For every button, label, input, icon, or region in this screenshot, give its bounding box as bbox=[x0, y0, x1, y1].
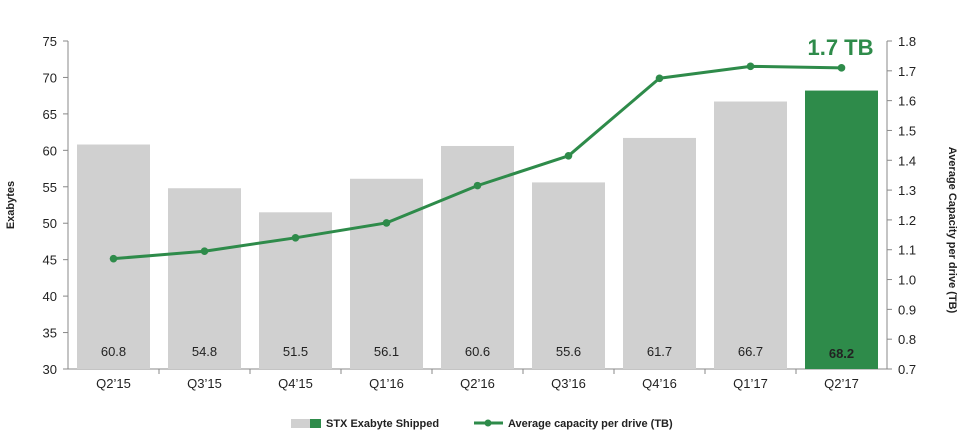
right-tick-label: 1.7 bbox=[898, 64, 916, 79]
right-axis-title: Average Capacity per drive (TB) bbox=[946, 147, 958, 314]
capacity-point bbox=[655, 74, 664, 83]
right-tick-label: 1.4 bbox=[898, 153, 916, 168]
capacity-point bbox=[200, 247, 209, 256]
left-tick-label: 55 bbox=[43, 180, 57, 195]
capacity-point bbox=[109, 254, 118, 263]
bar-highlight bbox=[805, 90, 878, 369]
right-tick-label: 1.1 bbox=[898, 243, 916, 258]
left-tick-label: 70 bbox=[43, 70, 57, 85]
right-tick-label: 0.8 bbox=[898, 332, 916, 347]
bar-data-label: 68.2 bbox=[829, 346, 854, 361]
right-tick-label: 0.9 bbox=[898, 302, 916, 317]
bar bbox=[441, 145, 514, 369]
x-tick-label: Q4’16 bbox=[642, 376, 677, 391]
capacity-point bbox=[746, 62, 755, 71]
legend: STX Exabyte Shipped Average capacity per… bbox=[291, 418, 673, 430]
right-tick-label: 1.3 bbox=[898, 183, 916, 198]
x-tick-label: Q4’15 bbox=[278, 376, 313, 391]
legend-swatch-exabytes bbox=[291, 419, 310, 428]
left-tick-label: 40 bbox=[43, 289, 57, 304]
right-tick-label: 1.2 bbox=[898, 213, 916, 228]
capacity-point bbox=[382, 219, 391, 227]
capacity-point bbox=[291, 234, 300, 242]
bar bbox=[350, 178, 423, 369]
bar-data-label: 55.6 bbox=[556, 344, 581, 359]
axes: 30 35 40 45 50 55 60 65 70 75 0.7 0.8 0.9 1.0 1.1 1.2 1.… bbox=[43, 34, 917, 391]
left-tick-label: 30 bbox=[43, 362, 57, 377]
right-tick-label: 1.0 bbox=[898, 273, 916, 288]
bar-data-label: 51.5 bbox=[283, 344, 308, 359]
left-tick-label: 75 bbox=[43, 34, 57, 49]
bar bbox=[168, 188, 241, 369]
x-tick-label: Q2’17 bbox=[824, 376, 859, 391]
legend-swatch-exabytes-highlight bbox=[310, 419, 321, 428]
right-tick-label: 1.6 bbox=[898, 94, 916, 109]
bar-data-label: 56.1 bbox=[374, 344, 399, 359]
line-series bbox=[109, 62, 846, 263]
right-tick-label: 1.8 bbox=[898, 34, 916, 49]
bar-data-label: 66.7 bbox=[738, 344, 763, 359]
capacity-annotation: 1.7 TB bbox=[807, 35, 873, 60]
x-tick-label: Q2’16 bbox=[460, 376, 495, 391]
bar bbox=[714, 101, 787, 370]
capacity-point bbox=[564, 152, 573, 160]
x-tick-label: Q1’16 bbox=[369, 376, 404, 391]
legend-marker-capacity bbox=[484, 419, 492, 427]
right-tick-label: 1.5 bbox=[898, 123, 916, 138]
bar-data-label: 61.7 bbox=[647, 344, 672, 359]
left-tick-label: 50 bbox=[43, 216, 57, 231]
left-tick-label: 35 bbox=[43, 326, 57, 341]
x-tick-label: Q1’17 bbox=[733, 376, 768, 391]
right-tick-label: 0.7 bbox=[898, 362, 916, 377]
bar-data-label: 60.6 bbox=[465, 344, 490, 359]
bar-data-label: 60.8 bbox=[101, 344, 126, 359]
legend-label-exabytes: STX Exabyte Shipped bbox=[326, 418, 439, 430]
left-axis-title: Exabytes bbox=[5, 181, 17, 229]
bar bbox=[623, 137, 696, 369]
left-tick-label: 60 bbox=[43, 143, 57, 158]
legend-label-capacity: Average capacity per drive (TB) bbox=[508, 418, 673, 430]
bar-data-label: 54.8 bbox=[192, 344, 217, 359]
bar bbox=[532, 182, 605, 369]
x-tick-label: Q3’15 bbox=[187, 376, 222, 391]
legend-item-capacity: Average capacity per drive (TB) bbox=[474, 418, 673, 430]
data-labels: 60.8 54.8 51.5 56.1 60.6 55.6 61.7 66.7 68.2 bbox=[101, 344, 854, 361]
legend-item-exabytes: STX Exabyte Shipped bbox=[291, 418, 439, 430]
x-tick-label: Q2’15 bbox=[96, 376, 131, 391]
left-tick-label: 65 bbox=[43, 107, 57, 122]
left-tick-label: 45 bbox=[43, 253, 57, 268]
capacity-point bbox=[473, 181, 482, 190]
bars bbox=[77, 90, 878, 370]
capacity-point bbox=[837, 64, 846, 72]
x-tick-label: Q3’16 bbox=[551, 376, 586, 391]
